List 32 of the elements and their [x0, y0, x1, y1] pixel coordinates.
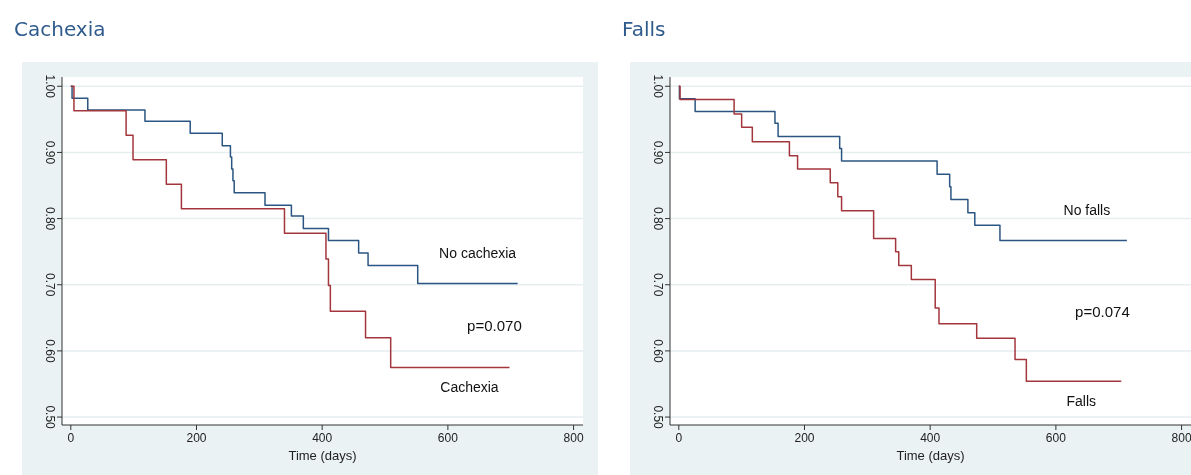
x-tick-label: 0 — [675, 431, 683, 445]
y-tick-label: 0.70 — [43, 273, 57, 297]
y-tick-label: 1.00 — [651, 74, 665, 99]
x-tick-label: 800 — [1171, 431, 1191, 445]
x-tick-label: 400 — [312, 431, 333, 445]
y-tick-label: 0.80 — [43, 206, 57, 231]
y-tick-label: 0.70 — [651, 273, 665, 297]
y-tick-label: 0.90 — [43, 140, 57, 165]
y-tick-label: 0.90 — [651, 140, 665, 165]
x-tick-label: 800 — [563, 431, 584, 445]
x-tick-label: 400 — [920, 431, 941, 445]
y-tick-label: 0.60 — [43, 339, 57, 363]
x-tick-label: 200 — [186, 431, 207, 445]
series-label: Falls — [1066, 393, 1097, 410]
series-label: Cachexia — [440, 379, 499, 396]
annotation: p=0.070 — [467, 317, 522, 335]
chart-title: Falls — [622, 17, 666, 41]
y-tick-label: 0.50 — [651, 405, 665, 430]
series-label: No falls — [1063, 202, 1111, 219]
chart-title: Cachexia — [14, 17, 106, 41]
x-tick-label: 0 — [67, 431, 75, 445]
x-axis-title: Time (days) — [896, 448, 965, 463]
y-tick-label: 0.80 — [651, 206, 665, 231]
y-tick-label: 0.50 — [43, 405, 57, 430]
x-tick-label: 200 — [794, 431, 815, 445]
y-tick-label: 1.00 — [43, 74, 57, 99]
annotation: p=0.074 — [1075, 302, 1130, 320]
x-tick-label: 600 — [1045, 431, 1067, 445]
x-tick-label: 600 — [437, 431, 459, 445]
x-axis-title: Time (days) — [288, 448, 357, 463]
y-tick-label: 0.60 — [651, 339, 665, 363]
series-label: No cachexia — [439, 245, 517, 262]
